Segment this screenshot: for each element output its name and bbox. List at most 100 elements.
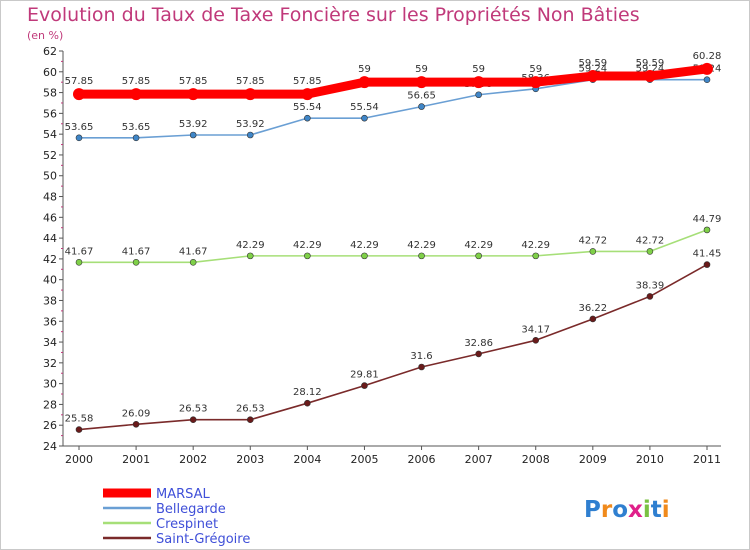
data-point [703, 226, 711, 234]
data-point [703, 76, 711, 83]
y-tick-label: 62 [43, 45, 57, 58]
data-point [244, 88, 257, 101]
y-tick-label: 44 [43, 232, 57, 245]
data-label: 57.85 [65, 76, 94, 87]
legend-label: Saint-Grégoire [156, 532, 250, 547]
data-point [646, 293, 654, 300]
data-point [418, 363, 425, 371]
logo-letter: i [662, 497, 670, 523]
data-label: 41.67 [122, 246, 151, 257]
data-point [418, 103, 425, 110]
data-label: 38.39 [636, 280, 665, 291]
data-point [589, 248, 597, 255]
data-point [189, 131, 197, 139]
legend-label: Crespinet [156, 517, 218, 532]
data-label: 59 [358, 64, 371, 75]
data-label: 26.53 [236, 404, 265, 415]
data-point [475, 91, 482, 99]
data-point [246, 252, 254, 260]
data-label: 56.65 [407, 91, 436, 102]
data-label: 42.72 [578, 235, 607, 246]
legend-label: MARSAL [156, 487, 211, 502]
logo-letter: x [628, 497, 643, 523]
data-label: 25.58 [65, 414, 94, 425]
y-tick-label: 32 [43, 357, 57, 370]
y-tick-label: 48 [43, 191, 57, 204]
chart-axes: 24 26 28 30 32 34 36 38 40 42 44 46 48 50 52 54 56 58 60 62… [43, 45, 721, 466]
chart-title: Evolution du Taux de Taxe Foncière sur l… [27, 4, 640, 26]
x-tick-label: 2002 [179, 453, 207, 466]
data-point [586, 70, 599, 83]
data-label: 41.67 [65, 246, 94, 257]
y-tick-label: 36 [43, 315, 57, 328]
data-label: 36.22 [578, 303, 607, 314]
data-point [475, 252, 482, 260]
data-point [132, 259, 140, 266]
data-label: 59 [415, 64, 428, 75]
data-point [532, 336, 540, 344]
y-tick-label: 34 [43, 336, 57, 349]
y-tick-label: 56 [43, 107, 57, 120]
data-label: 42.29 [293, 240, 322, 251]
series-line [74, 64, 712, 99]
series-layer: 25.58 26.09 26.53 26.53 28.12 29.81 31.6 32.86 3… [65, 51, 722, 433]
data-label: 57.85 [179, 76, 208, 87]
x-tick-label: 2007 [465, 453, 493, 466]
series-saint-gr-goire: 25.58 26.09 26.53 26.53 28.12 29.81 31.6 32.86 3… [65, 249, 721, 433]
y-tick-label: 30 [43, 378, 57, 391]
data-point [75, 134, 83, 142]
data-point [589, 315, 597, 323]
data-label: 29.81 [350, 370, 379, 381]
data-label: 55.54 [350, 102, 379, 113]
x-tick-label: 2003 [236, 453, 264, 466]
data-point [703, 261, 711, 268]
data-label: 31.6 [410, 351, 432, 362]
data-label: 53.65 [65, 122, 94, 133]
logo-letter: P [584, 497, 601, 523]
data-point [304, 114, 311, 122]
y-tick-label: 54 [43, 128, 57, 141]
logo-wordmark: Proxiti [584, 497, 670, 523]
data-label: 42.29 [407, 240, 436, 251]
data-point [301, 88, 314, 101]
x-tick-label: 2004 [293, 453, 321, 466]
data-label: 32.86 [464, 338, 493, 349]
data-label: 42.72 [636, 235, 665, 246]
x-tick-label: 2006 [408, 453, 436, 466]
y-tick-label: 24 [43, 440, 57, 453]
data-point [475, 350, 482, 358]
data-point [646, 248, 654, 255]
data-point [73, 88, 85, 101]
data-point [532, 252, 540, 260]
data-label: 42.29 [521, 240, 550, 251]
data-point [529, 76, 542, 89]
data-point [358, 76, 371, 89]
y-tick-label: 50 [43, 170, 57, 183]
y-tick-label: 60 [43, 66, 57, 79]
data-point [132, 420, 140, 428]
data-point [304, 399, 311, 407]
logo-letter: r [601, 497, 613, 523]
data-point [75, 426, 83, 433]
data-point [304, 252, 311, 260]
series-crespinet: 41.67 41.67 41.67 42.29 42.29 42.29 42.29 42.29… [65, 214, 721, 266]
data-label: 55.54 [293, 102, 322, 113]
y-tick-label: 46 [43, 211, 57, 224]
y-tick-label: 40 [43, 274, 57, 287]
data-label: 57.85 [122, 76, 151, 87]
data-label: 41.67 [179, 246, 208, 257]
data-point [415, 76, 428, 89]
data-label: 60.28 [693, 51, 722, 62]
data-label: 42.29 [464, 240, 493, 251]
data-point [701, 62, 713, 75]
logo-letter: t [651, 497, 662, 523]
data-point [418, 252, 425, 260]
data-label: 53.92 [179, 119, 208, 130]
data-label: 42.29 [350, 240, 379, 251]
x-tick-label: 2005 [350, 453, 378, 466]
data-point [75, 259, 83, 266]
data-label: 53.92 [236, 119, 265, 130]
data-label: 26.09 [122, 408, 151, 419]
